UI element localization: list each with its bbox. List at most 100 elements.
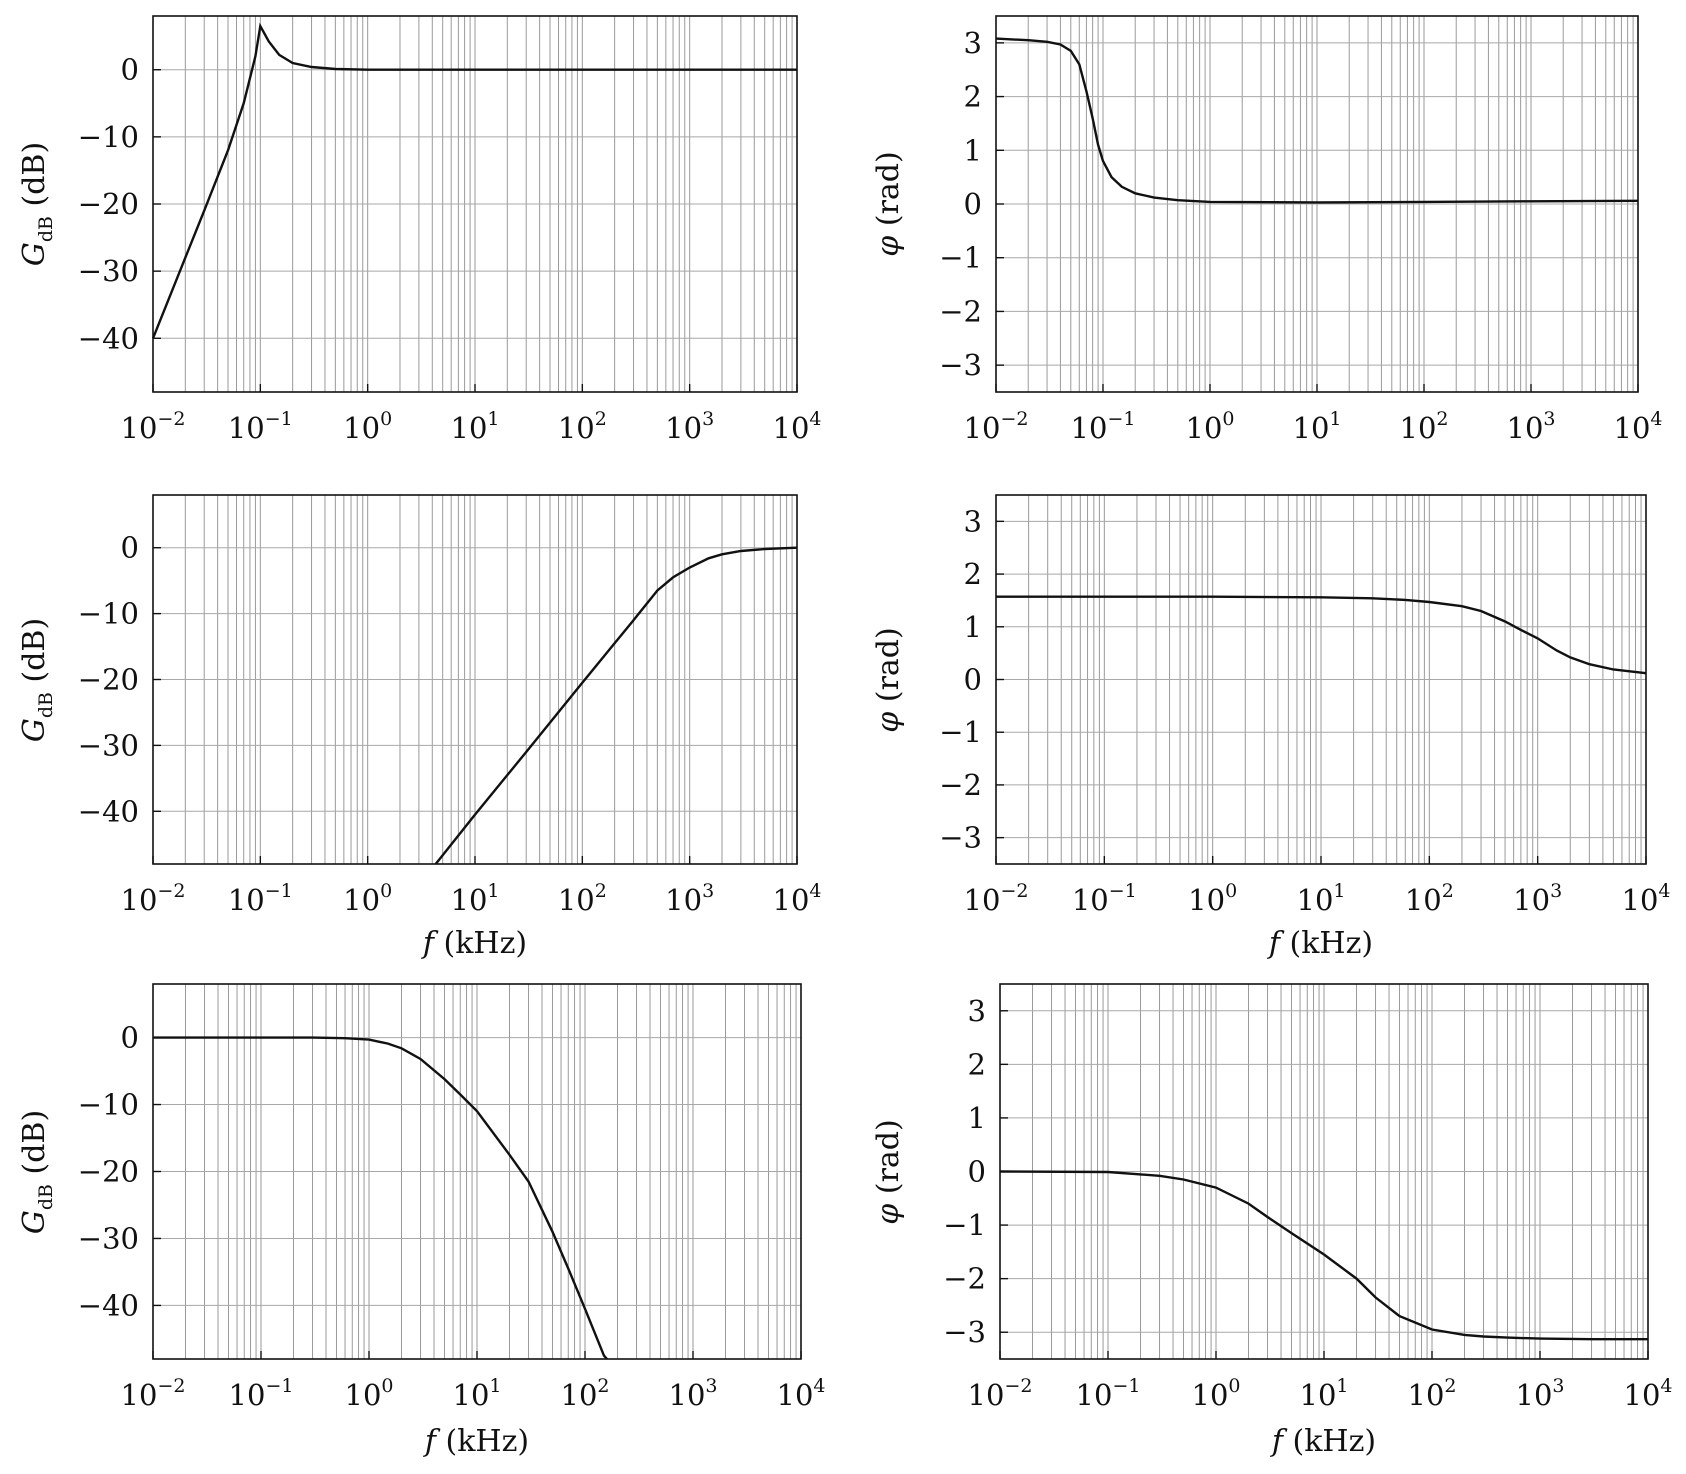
y-tick-label: 0	[121, 53, 139, 87]
x-tick-label: 101	[453, 1375, 502, 1412]
y-axis-label: φ (rad)	[871, 151, 906, 256]
y-tick-label: −30	[78, 1221, 139, 1255]
panel-gain-2: 0 −10 −20 −30 −40 10−2 10−1 100 101 102 103 104	[78, 494, 822, 917]
gain-curve	[153, 1036, 608, 1360]
x-tick-label: 10−2	[121, 880, 186, 917]
x-tick-label: 103	[1516, 1375, 1565, 1412]
y-tick-label: −30	[78, 728, 139, 762]
y-tick-label: −20	[78, 1155, 139, 1189]
x-tick-label: 104	[777, 1375, 826, 1412]
gain-curve	[434, 546, 798, 865]
y-tick-label: 2	[968, 1047, 986, 1081]
y-tick-label: 1	[968, 1101, 986, 1135]
y-tick-label: 0	[121, 1021, 139, 1055]
x-tick-label: 10−1	[228, 880, 293, 917]
y-tick-label: −10	[78, 597, 139, 631]
x-axis-label: f (kHz)	[1270, 1424, 1376, 1459]
x-tick-label: 100	[1186, 408, 1235, 445]
x-tick-label: 103	[1513, 880, 1562, 917]
y-tick-label: −20	[78, 187, 139, 221]
x-tick-label: 10−2	[968, 1375, 1033, 1412]
y-tick-label: −30	[78, 254, 139, 288]
x-tick-label: 10−2	[121, 1375, 186, 1412]
y-tick-label: 2	[964, 557, 982, 591]
x-tick-label: 100	[1188, 880, 1237, 917]
x-tick-label: 104	[773, 408, 822, 445]
x-tick-label: 101	[1300, 1375, 1349, 1412]
x-tick-label: 101	[451, 408, 500, 445]
y-tick-label: −40	[78, 1288, 139, 1322]
y-axis-label: GdB (dB)	[17, 142, 57, 266]
x-tick-label: 10−2	[121, 408, 186, 445]
x-tick-label: 102	[561, 1375, 610, 1412]
y-tick-label: 0	[121, 531, 139, 565]
x-tick-label: 102	[1400, 408, 1449, 445]
x-tick-label: 100	[1192, 1375, 1241, 1412]
x-tick-label: 10−1	[229, 1375, 294, 1412]
x-tick-label: 104	[773, 880, 822, 917]
panel-gain-1: 0 −10 −20 −30 −40 10−2 10−1 100 101 102 103 104	[78, 15, 822, 445]
x-tick-label: 10−1	[1072, 880, 1137, 917]
y-axis-label: GdB (dB)	[17, 1110, 57, 1234]
y-tick-label: 1	[964, 610, 982, 644]
y-tick-label: −3	[943, 1315, 986, 1349]
x-tick-label: 101	[451, 880, 500, 917]
y-tick-label: 0	[964, 187, 982, 221]
y-tick-label: −20	[78, 663, 139, 697]
x-tick-label: 101	[1293, 408, 1342, 445]
phase-curve	[996, 595, 1647, 675]
x-tick-label: 102	[558, 880, 607, 917]
y-tick-label: −2	[943, 1262, 986, 1296]
x-tick-label: 103	[669, 1375, 718, 1412]
y-tick-label: −40	[78, 321, 139, 355]
y-tick-label: −1	[943, 1208, 986, 1242]
y-tick-label: −40	[78, 794, 139, 828]
x-tick-label: 103	[665, 408, 714, 445]
gain-curve	[151, 22, 797, 339]
x-axis-label: f (kHz)	[423, 1424, 529, 1459]
x-tick-label: 102	[558, 408, 607, 445]
y-tick-label: 3	[968, 994, 986, 1028]
x-tick-label: 103	[665, 880, 714, 917]
y-tick-label: −10	[78, 120, 139, 154]
x-tick-label: 102	[1408, 1375, 1457, 1412]
x-tick-label: 10−2	[964, 880, 1029, 917]
panel-gain-3: 0 −10 −20 −30 −40 10−2 10−1 100 101 102 103 104	[78, 983, 826, 1412]
phase-curve	[999, 1170, 1648, 1341]
x-axis-label: f (kHz)	[421, 926, 527, 961]
x-tick-label: 10−2	[964, 408, 1029, 445]
x-tick-label: 10−1	[1076, 1375, 1141, 1412]
x-axis-label: f (kHz)	[1267, 926, 1373, 961]
x-tick-label: 104	[1624, 1375, 1673, 1412]
y-tick-label: 1	[964, 133, 982, 167]
y-tick-label: −2	[939, 768, 982, 802]
y-axis-label: GdB (dB)	[17, 618, 57, 742]
x-tick-label: 10−1	[1071, 408, 1136, 445]
y-tick-label: −10	[78, 1088, 139, 1122]
y-tick-label: −1	[939, 715, 982, 749]
y-axis-label: φ (rad)	[871, 627, 906, 732]
x-tick-label: 104	[1614, 408, 1663, 445]
y-tick-label: 2	[964, 80, 982, 114]
y-tick-label: −1	[939, 241, 982, 275]
y-tick-label: 0	[968, 1155, 986, 1189]
x-tick-label: 100	[343, 880, 392, 917]
phase-curve	[995, 37, 1639, 204]
y-tick-label: 0	[964, 663, 982, 697]
x-tick-label: 101	[1297, 880, 1346, 917]
y-tick-label: 3	[964, 26, 982, 60]
x-tick-label: 104	[1622, 880, 1671, 917]
x-tick-label: 103	[1507, 408, 1556, 445]
y-tick-label: 3	[964, 504, 982, 538]
x-tick-label: 100	[345, 1375, 394, 1412]
y-tick-label: −2	[939, 294, 982, 328]
x-tick-label: 10−1	[228, 408, 293, 445]
y-axis-label: φ (rad)	[871, 1119, 906, 1224]
x-tick-label: 100	[343, 408, 392, 445]
x-tick-label: 102	[1405, 880, 1454, 917]
y-tick-label: −3	[939, 821, 982, 855]
